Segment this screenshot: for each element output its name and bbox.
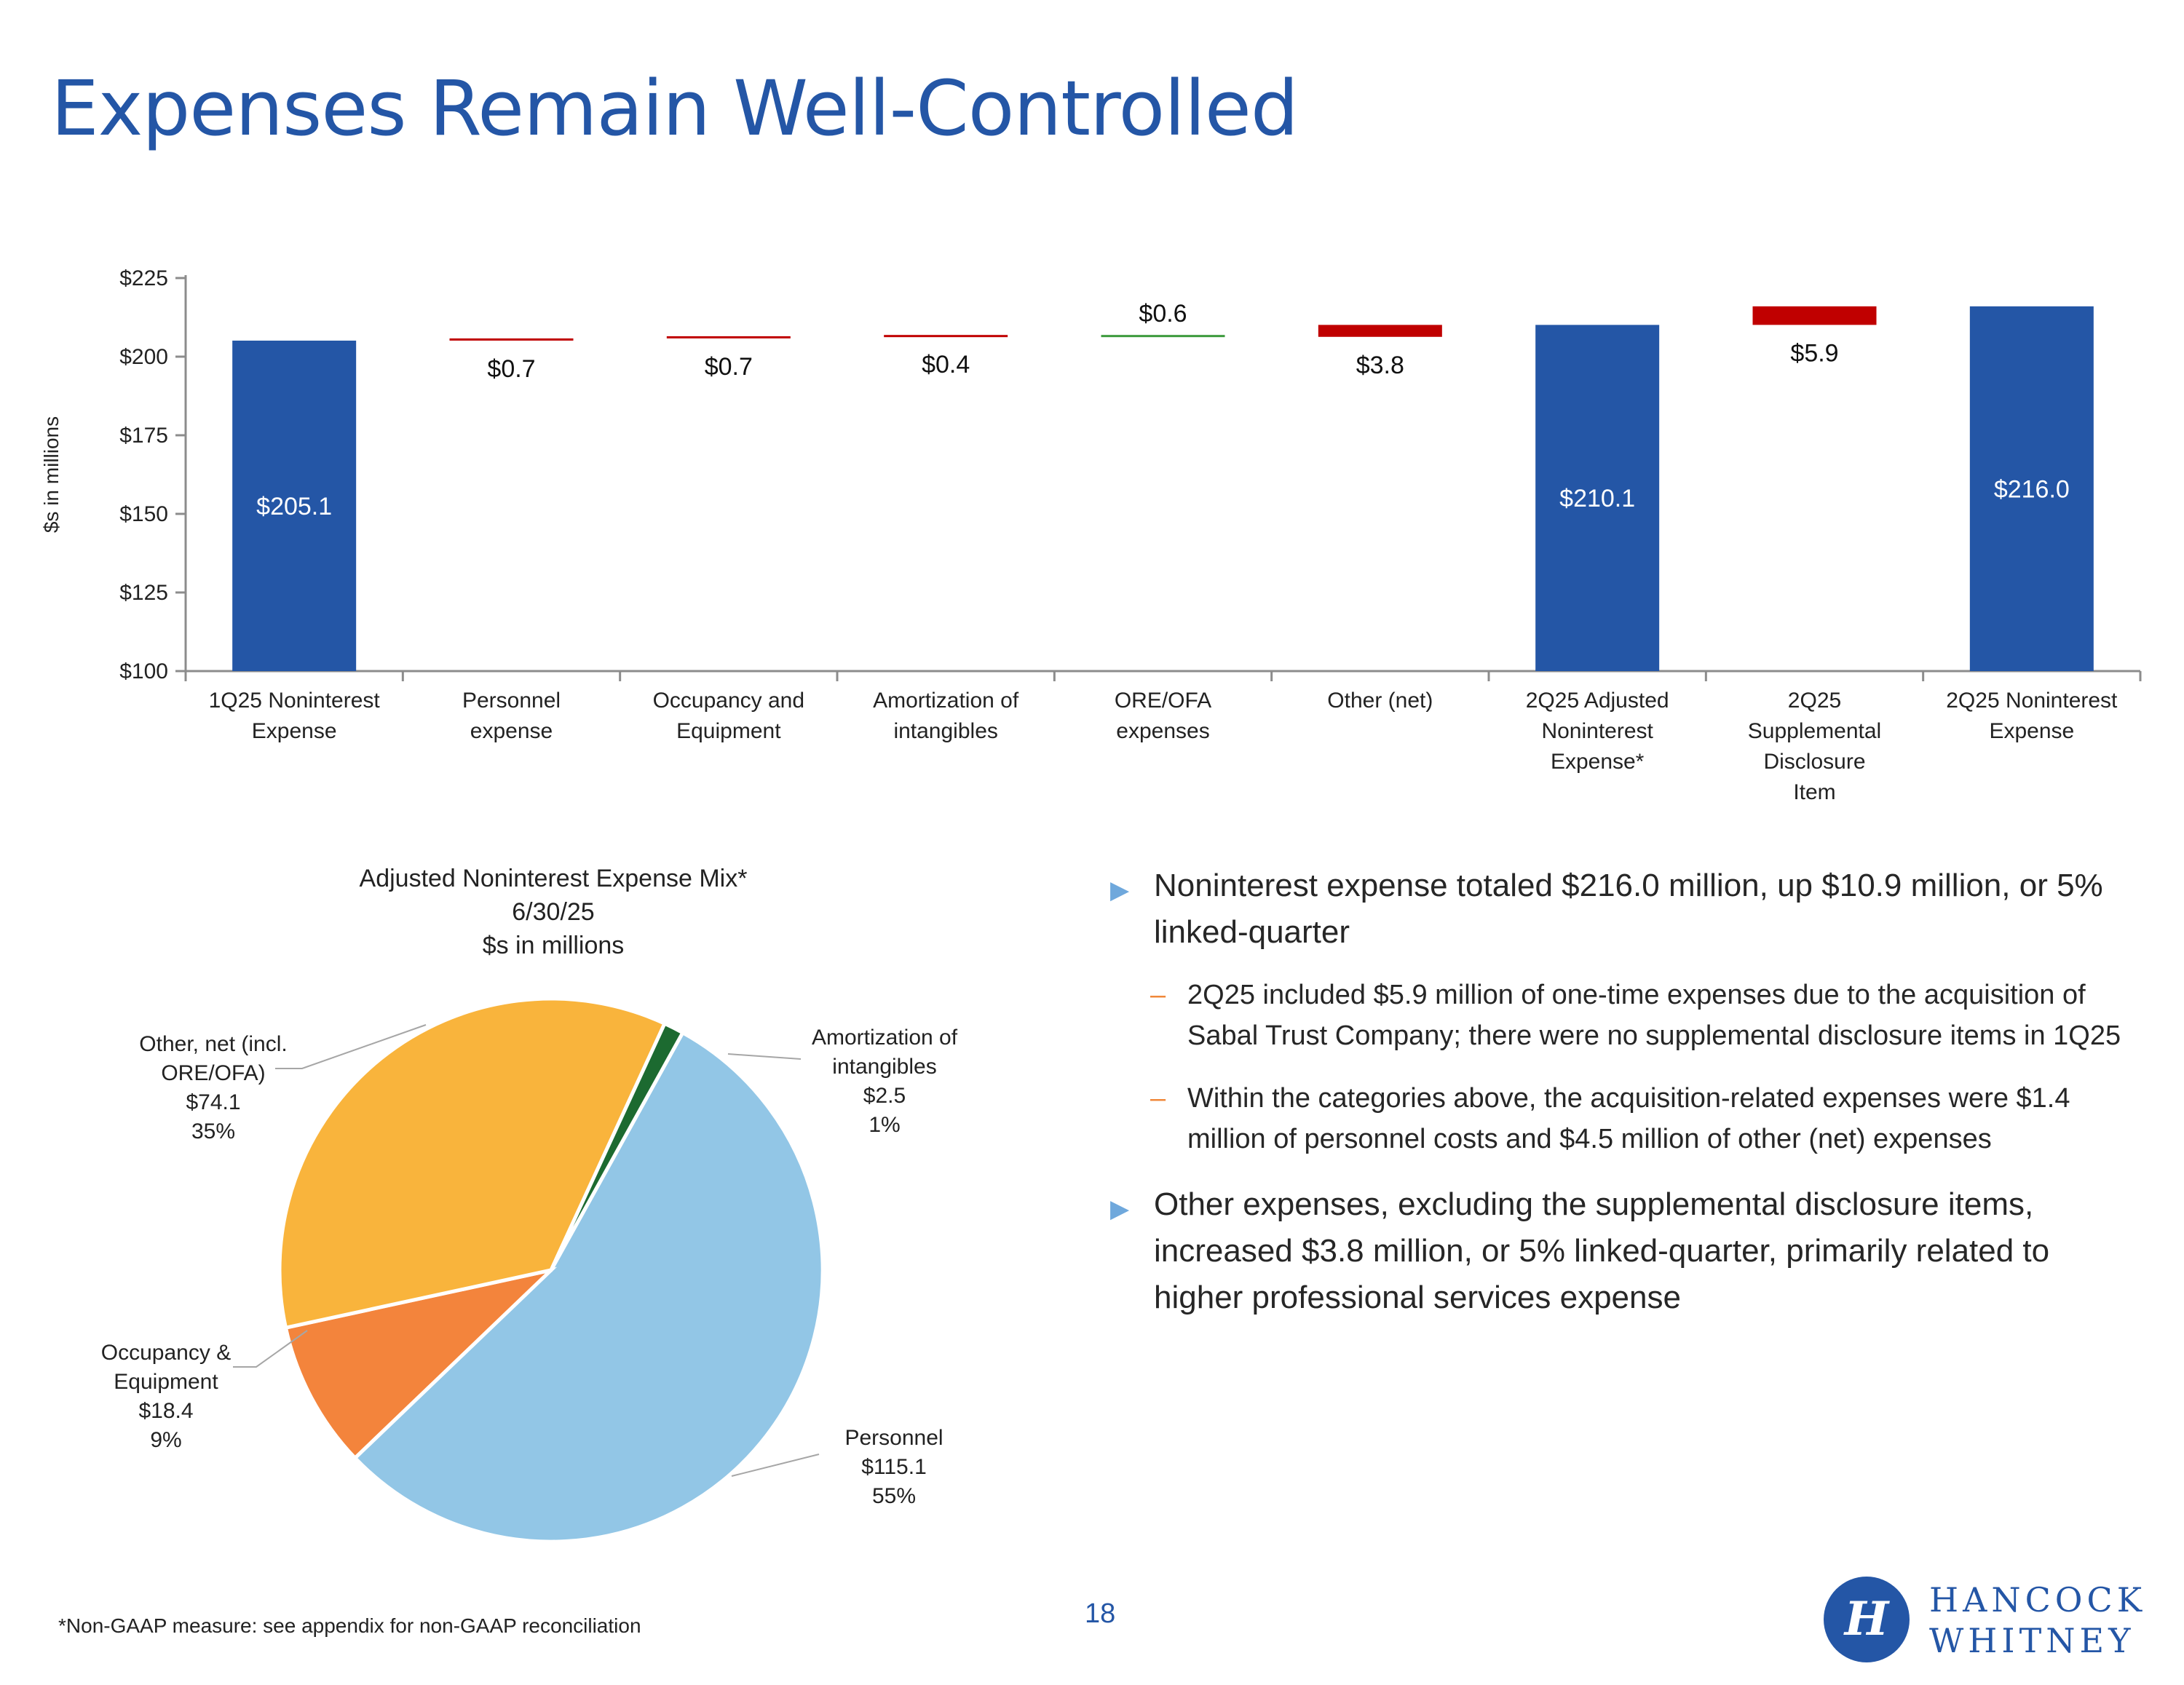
page-title: Expenses Remain Well-Controlled xyxy=(51,64,1299,153)
pie-label: Amortization of xyxy=(812,1026,958,1050)
logo-line-2: WHITNEY xyxy=(1929,1621,2135,1660)
sub-bullet-text: 2Q25 included $5.9 million of one-time e… xyxy=(1187,980,2121,1051)
logo-line-1: HANCOCK xyxy=(1929,1580,2147,1619)
data-label: $3.8 xyxy=(1356,352,1404,379)
data-label: $210.1 xyxy=(1559,485,1635,512)
pie-slice xyxy=(277,996,668,1331)
pie-label: $2.5 xyxy=(863,1084,906,1108)
data-label: $216.0 xyxy=(1994,475,2070,503)
sub-bullet-text: Within the categories above, the acquisi… xyxy=(1187,1083,2070,1154)
dash-icon: – xyxy=(1150,1083,1166,1114)
bar-increase xyxy=(449,338,574,341)
pie-label: 55% xyxy=(872,1484,916,1508)
x-tick-label: Personnel xyxy=(462,689,561,713)
pie-title: Adjusted Noninterest Expense Mix* xyxy=(360,865,748,892)
bar-total xyxy=(232,340,357,671)
x-tick-label: expenses xyxy=(1116,719,1209,743)
y-tick-label: $150 xyxy=(119,502,168,526)
bullet-arrow-icon: ▶ xyxy=(1110,876,1130,904)
y-tick-label: $125 xyxy=(119,581,168,605)
pie-label: $18.4 xyxy=(138,1399,193,1423)
x-tick-label: Other (net) xyxy=(1327,689,1433,713)
leader-line xyxy=(275,1024,427,1069)
x-tick-label: Disclosure xyxy=(1763,750,1865,774)
bar-increase xyxy=(1752,306,1877,325)
x-tick-label: intangibles xyxy=(893,719,997,743)
x-tick-label: ORE/OFA xyxy=(1115,689,1211,713)
bar-decrease xyxy=(1101,335,1225,338)
commentary-bullets: ▶ Noninterest expense totaled $216.0 mil… xyxy=(1110,863,2137,1340)
y-axis-label: $s in millions xyxy=(40,416,63,533)
pie-label: Other, net (incl. xyxy=(139,1032,287,1056)
hancock-whitney-logo: H HANCOCK WHITNEY xyxy=(1824,1572,2142,1667)
bullet-arrow-icon: ▶ xyxy=(1110,1195,1130,1223)
x-tick-label: 2Q25 Noninterest xyxy=(1946,689,2118,713)
pie-chart: Adjusted Noninterest Expense Mix* 6/30/25… xyxy=(101,865,958,1544)
data-label: $0.4 xyxy=(922,351,970,378)
bullet-text: Noninterest expense totaled $216.0 milli… xyxy=(1154,868,2103,950)
pie-label: 9% xyxy=(150,1428,181,1452)
y-tick-label: $100 xyxy=(119,659,168,683)
pie-label: ORE/OFA) xyxy=(161,1061,265,1085)
pie-title: $s in millions xyxy=(483,932,625,959)
x-tick-label: Supplemental xyxy=(1748,719,1881,743)
waterfall-chart: $100 $125 $150 $175 $200 $225 $s in millions 1Q… xyxy=(40,266,2142,804)
y-tick-label: $175 xyxy=(119,424,168,448)
leader-line xyxy=(233,1330,308,1368)
logo-wordmark: HANCOCK WHITNEY xyxy=(1929,1579,2146,1661)
bar-increase xyxy=(666,336,791,338)
x-tick-label: Expense xyxy=(252,719,337,743)
bar-total xyxy=(1535,325,1660,671)
bullet-other-expenses: ▶ Other expenses, excluding the suppleme… xyxy=(1110,1181,2137,1321)
pie-label: Occupancy & xyxy=(101,1341,231,1365)
x-tick-label: Noninterest xyxy=(1541,719,1653,743)
y-tick-label: $225 xyxy=(119,266,168,290)
pie-label: 35% xyxy=(191,1119,235,1143)
bar-total xyxy=(1969,306,2094,671)
bullet-noninterest-expense: ▶ Noninterest expense totaled $216.0 mil… xyxy=(1110,863,2137,956)
bar-increase xyxy=(884,335,1008,338)
sub-bullet-acquisition-expenses: – Within the categories above, the acqui… xyxy=(1110,1078,2137,1159)
data-label: $0.7 xyxy=(705,353,753,381)
leader-line xyxy=(727,1053,802,1060)
pie-slice xyxy=(352,1030,825,1544)
x-tick-label: Item xyxy=(1793,780,1835,804)
data-label: $205.1 xyxy=(256,493,332,520)
pie-slice xyxy=(549,1020,686,1272)
pie-label: $74.1 xyxy=(186,1090,240,1114)
leader-line xyxy=(731,1454,820,1477)
page-number: 18 xyxy=(1085,1598,1116,1629)
bullet-text: Other expenses, excluding the supplement… xyxy=(1154,1186,2050,1315)
x-tick-label: Occupancy and xyxy=(653,689,804,713)
x-tick-label: 2Q25 xyxy=(1788,689,1841,713)
hancock-whitney-logo-icon: H xyxy=(1824,1577,1910,1662)
pie-title: 6/30/25 xyxy=(512,898,594,926)
pie-label: Equipment xyxy=(114,1370,218,1394)
bar-increase xyxy=(1318,325,1442,337)
pie-label: intangibles xyxy=(832,1055,936,1079)
dash-icon: – xyxy=(1150,980,1166,1010)
x-tick-label: 2Q25 Adjusted xyxy=(1526,689,1669,713)
pie-slice xyxy=(283,1266,558,1461)
data-label: $5.9 xyxy=(1790,339,1838,367)
footnote: *Non-GAAP measure: see appendix for non-… xyxy=(58,1614,641,1637)
x-tick-label: 1Q25 Noninterest xyxy=(209,689,381,713)
pie-label: Personnel xyxy=(844,1426,943,1450)
pie-label: $115.1 xyxy=(861,1455,927,1479)
data-label: $0.6 xyxy=(1139,300,1187,328)
x-tick-label: Expense xyxy=(1989,719,2074,743)
x-tick-label: Expense* xyxy=(1551,750,1645,774)
x-tick-label: expense xyxy=(470,719,553,743)
y-tick-label: $200 xyxy=(119,345,168,369)
x-tick-label: Amortization of xyxy=(873,689,1019,713)
sub-bullet-one-time-expenses: – 2Q25 included $5.9 million of one-time… xyxy=(1110,975,2137,1056)
pie-label: 1% xyxy=(869,1113,900,1137)
x-tick-label: Equipment xyxy=(676,719,781,743)
data-label: $0.7 xyxy=(487,355,535,383)
